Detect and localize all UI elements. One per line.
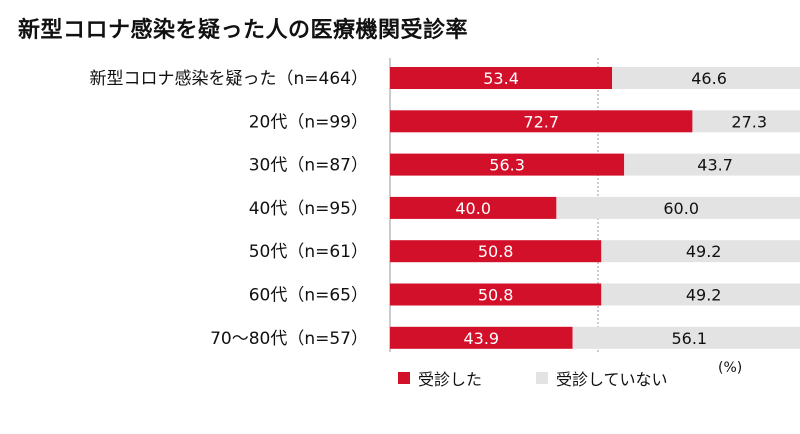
legend-item-not-consulted: 受診していない (536, 366, 668, 390)
bar-segment-not-consulted (612, 67, 800, 89)
unit-label: (%) (718, 360, 743, 376)
bar-segment-not-consulted (601, 240, 800, 263)
category-label: 70～80代（n=57） (210, 329, 368, 349)
data-label-consulted: 56.3 (489, 156, 525, 175)
bar-segment-not-consulted (624, 153, 800, 176)
data-label-not-consulted: 49.2 (686, 286, 722, 305)
bar-segment-consulted (390, 196, 557, 219)
category-label: 新型コロナ感染を疑った（n=464） (90, 69, 368, 89)
legend-item-consulted: 受診した (398, 366, 482, 390)
bar-segment-consulted (390, 240, 602, 263)
data-label-not-consulted: 46.6 (691, 69, 727, 88)
category-label: 20代（n=99） (249, 112, 368, 132)
legend-label-not-consulted: 受診していない (556, 370, 668, 389)
data-label-consulted: 40.0 (455, 199, 491, 218)
bar-segment-consulted (390, 326, 573, 349)
data-label-not-consulted: 27.3 (731, 112, 767, 131)
bar-segment-consulted (390, 153, 625, 176)
bar-segment-consulted (390, 283, 602, 306)
category-label: 60代（n=65） (249, 286, 368, 306)
bar-segment-not-consulted (692, 110, 800, 133)
legend-swatch-consulted (398, 372, 410, 384)
category-label: 50代（n=61） (249, 242, 368, 262)
data-label-not-consulted: 60.0 (663, 199, 699, 218)
bar-segment-not-consulted (572, 326, 800, 349)
data-label-consulted: 50.8 (478, 242, 514, 261)
bar-segment-consulted (390, 110, 693, 133)
legend-label-consulted: 受診した (418, 370, 483, 389)
category-label: 30代（n=87） (249, 156, 368, 176)
chart-title: 新型コロナ感染を疑った人の医療機関受診率 (18, 18, 469, 43)
legend-swatch-not-consulted (536, 372, 548, 384)
data-label-consulted: 53.4 (483, 69, 519, 88)
data-label-consulted: 43.9 (463, 329, 499, 348)
bar-segment-not-consulted (601, 283, 800, 306)
data-label-not-consulted: 49.2 (686, 242, 722, 261)
data-label-not-consulted: 43.7 (697, 156, 733, 175)
bar-segment-consulted (390, 67, 613, 89)
bar-segment-not-consulted (556, 196, 800, 219)
data-label-not-consulted: 56.1 (671, 329, 707, 348)
data-label-consulted: 72.7 (523, 112, 559, 131)
data-label-consulted: 50.8 (478, 286, 514, 305)
category-label: 40代（n=95） (249, 199, 368, 219)
